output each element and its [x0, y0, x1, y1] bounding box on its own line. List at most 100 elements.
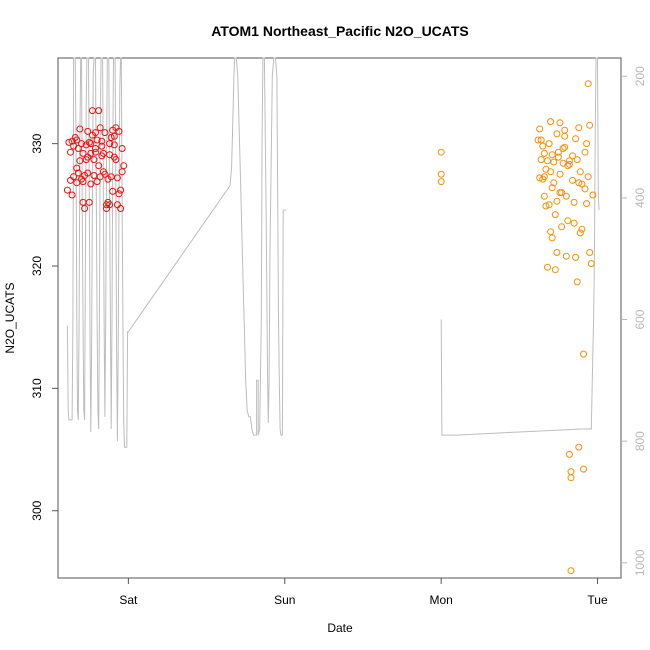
data-point: [540, 192, 548, 200]
data-point: [553, 197, 561, 205]
data-point: [556, 189, 564, 197]
data-point: [586, 121, 594, 129]
pressure-line-flight1: [66, 57, 287, 448]
data-point: [575, 443, 583, 451]
data-point: [583, 140, 591, 148]
data-point: [106, 201, 114, 209]
data-point: [556, 119, 564, 127]
data-point: [542, 202, 550, 210]
data-point: [567, 567, 575, 575]
data-point: [113, 174, 121, 182]
data-point: [580, 465, 587, 473]
data-point: [534, 136, 542, 144]
data-point: [575, 179, 583, 187]
x-tick-label: Sat: [119, 593, 138, 607]
data-point: [578, 180, 586, 188]
data-point: [74, 145, 82, 152]
data-point: [76, 125, 84, 133]
data-point: [545, 201, 553, 209]
data-point: [554, 153, 562, 161]
plot-frame: [57, 57, 622, 579]
data-point: [101, 129, 109, 137]
y-right-tick-label: 800: [633, 431, 647, 451]
pressure-lines: [66, 57, 600, 448]
data-point: [565, 157, 573, 165]
data-point: [73, 164, 81, 172]
data-point: [584, 173, 592, 181]
data-point: [92, 129, 99, 137]
data-point: [107, 134, 115, 141]
data-point: [562, 252, 570, 260]
data-point: [90, 156, 98, 164]
data-point: [118, 145, 126, 152]
data-point: [85, 138, 93, 146]
data-point: [110, 153, 118, 161]
data-point: [586, 249, 594, 256]
y-right-tick-label: 600: [633, 309, 647, 329]
data-point: [581, 185, 589, 193]
data-point: [548, 151, 556, 159]
data-point: [68, 191, 76, 199]
data-point: [565, 450, 573, 458]
data-point: [550, 158, 558, 166]
data-point: [117, 186, 125, 194]
data-point: [554, 148, 562, 156]
data-point: [589, 191, 597, 199]
data-point: [437, 170, 445, 178]
data-point: [561, 126, 569, 134]
data-point: [536, 174, 544, 182]
x-tick-label: Tue: [587, 593, 608, 607]
data-point: [559, 145, 567, 152]
data-point: [556, 170, 564, 178]
data-point: [567, 474, 575, 482]
data-point: [117, 205, 125, 212]
data-point: [551, 266, 559, 274]
y-tick-label: 330: [30, 133, 44, 153]
data-point: [570, 198, 578, 206]
y-tick-label: 320: [30, 256, 44, 276]
data-point: [576, 229, 584, 237]
data-point: [583, 200, 591, 208]
data-point: [437, 178, 445, 186]
data-point: [65, 138, 73, 146]
data-point: [565, 160, 573, 168]
data-point: [584, 80, 592, 88]
y-axis-right: 200 400 600 800 1000: [621, 66, 647, 576]
data-point: [553, 130, 561, 138]
data-point: [544, 157, 551, 165]
data-point: [561, 143, 569, 151]
data-point: [81, 205, 89, 212]
data-point: [113, 201, 121, 209]
y-right-tick-label: 200: [633, 66, 647, 86]
data-point: [548, 184, 556, 192]
data-point: [547, 118, 555, 126]
data-point: [93, 136, 101, 144]
data-point: [540, 173, 548, 181]
data-point: [562, 192, 570, 200]
data-point: [564, 162, 572, 170]
data-point: [110, 141, 118, 149]
data-point: [63, 186, 71, 194]
data-point: [78, 140, 85, 148]
pressure-line-flight2: [440, 57, 600, 436]
data-point: [576, 168, 584, 176]
data-point: [573, 156, 581, 164]
data-point: [540, 149, 548, 157]
data-point: [98, 142, 106, 150]
data-point: [569, 152, 576, 160]
data-point: [573, 278, 581, 286]
data-point: [553, 249, 561, 256]
data-point: [84, 169, 92, 177]
y-axis-label: N2O_UCATS: [3, 282, 17, 353]
data-point: [98, 137, 106, 145]
data-point: [581, 148, 589, 156]
data-point: [572, 253, 580, 261]
data-point: [92, 145, 99, 152]
data-point: [87, 140, 95, 148]
data-point: [109, 187, 117, 195]
x-axis: Sat Sun Mon Tue: [119, 578, 608, 607]
data-point: [547, 228, 555, 236]
data-point: [536, 125, 544, 133]
y-axis-left: 300 310 320 330: [30, 133, 58, 521]
